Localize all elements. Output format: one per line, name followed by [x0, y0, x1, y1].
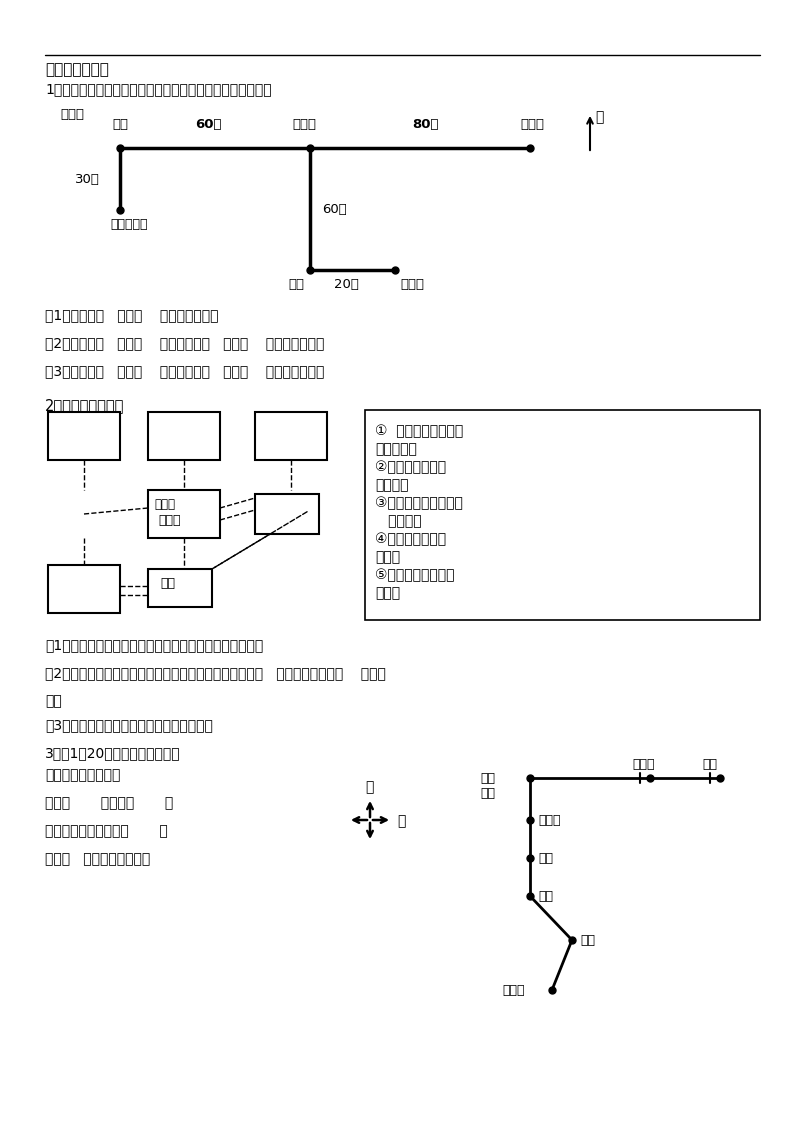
Bar: [148, 490, 220, 538]
Text: 育馆的行驶路线是：: 育馆的行驶路线是：: [45, 767, 120, 782]
Text: （1）根据上面的描述，用序号在方框中标出它们的位置。: （1）根据上面的描述，用序号在方框中标出它们的位置。: [45, 638, 263, 652]
Text: 60米: 60米: [322, 203, 346, 216]
Bar: [148, 412, 220, 460]
Text: 机场: 机场: [702, 758, 717, 771]
Bar: [255, 412, 327, 460]
Text: 电影院: 电影院: [292, 118, 316, 131]
Text: 东: 东: [397, 814, 406, 827]
Text: 格格家: 格格家: [400, 278, 424, 291]
Text: 北: 北: [365, 780, 374, 794]
Text: 先向（       ）行驶（       ）: 先向（ ）行驶（ ）: [45, 796, 174, 811]
Text: ②熊猫馆在小树林: ②熊猫馆在小树林: [375, 460, 446, 474]
Text: 奇奇家: 奇奇家: [520, 118, 544, 131]
Bar: [48, 565, 120, 614]
Text: 的东面；: 的东面；: [375, 478, 409, 492]
Text: 二、解决问题：: 二、解决问题：: [45, 62, 109, 77]
Text: 南园: 南园: [580, 934, 595, 947]
Text: 行驶（   ）站到菜场，再向: 行驶（ ）站到菜场，再向: [45, 852, 150, 866]
Text: 20米: 20米: [334, 278, 359, 291]
Text: 汽车站: 汽车站: [632, 758, 654, 771]
Text: 图：皮皮家: 图：皮皮家: [110, 218, 147, 231]
Bar: [148, 569, 212, 607]
Text: 80米: 80米: [412, 118, 438, 131]
Text: 1、三个小朋友都从家出发去看电影，请你根据下图填一填。: 1、三个小朋友都从家出发去看电影，请你根据下图填一填。: [45, 82, 272, 96]
Text: 邮局: 邮局: [112, 118, 128, 131]
Text: 百货
商店: 百货 商店: [480, 772, 495, 800]
Text: 北角。: 北角。: [375, 586, 400, 600]
Text: 60米: 60米: [195, 118, 222, 131]
Text: 的东北角；: 的东北角；: [375, 441, 417, 456]
Text: 图标：: 图标：: [154, 498, 175, 511]
Text: 北: 北: [595, 110, 603, 125]
Text: （3）皮皮向（   ）走（    ）米，再向（   ）走（    ）米到电影院。: （3）皮皮向（ ）走（ ）米，再向（ ）走（ ）米到电影院。: [45, 365, 324, 378]
Text: 3、（1）20路汽车从火车站到体: 3、（1）20路汽车从火车站到体: [45, 746, 181, 760]
Text: 火车站: 火车站: [502, 984, 525, 997]
Text: ③海底世界在小树林的: ③海底世界在小树林的: [375, 496, 463, 511]
Text: （3）请你写一写从大门到鸟的天堂的路线：: （3）请你写一写从大门到鸟的天堂的路线：: [45, 718, 213, 732]
Text: ①  鸟的天堂在小树林: ① 鸟的天堂在小树林: [375, 424, 463, 438]
Bar: [365, 410, 760, 620]
Text: 北面；: 北面；: [375, 550, 400, 564]
Text: ⑤虎山在小树林的西: ⑤虎山在小树林的西: [375, 568, 454, 582]
Text: ④猴山在小树林的: ④猴山在小树林的: [375, 532, 446, 546]
Text: 大门: 大门: [160, 577, 175, 590]
Text: 菜场: 菜场: [538, 890, 553, 903]
Bar: [255, 494, 319, 534]
Text: 西南角；: 西南角；: [375, 514, 422, 528]
Text: 体育馆: 体育馆: [538, 814, 561, 827]
Text: 走。: 走。: [45, 694, 62, 708]
Text: 图标：: 图标：: [60, 108, 84, 121]
Text: 医院: 医院: [538, 852, 553, 865]
Text: 小树林: 小树林: [158, 514, 181, 528]
Text: 2、根据描述填图。: 2、根据描述填图。: [45, 398, 124, 413]
Text: （2）格格向（   ）走（    ）米，再向（   ）走（    ）米到电影院。: （2）格格向（ ）走（ ）米，再向（ ）走（ ）米到电影院。: [45, 336, 324, 350]
Bar: [48, 412, 120, 460]
Text: 书店: 书店: [288, 278, 304, 291]
Text: （1）奇奇向（   ）走（    ）米到电影院。: （1）奇奇向（ ）走（ ）米到电影院。: [45, 308, 218, 321]
Text: 站到新新小区，再向（       ）: 站到新新小区，再向（ ）: [45, 824, 168, 838]
Text: （2）小明从大门进去，想到虎山去玩，那么他可以先向（   ）方向走，再朝（    ）方向: （2）小明从大门进去，想到虎山去玩，那么他可以先向（ ）方向走，再朝（ ）方向: [45, 666, 386, 680]
Text: 30米: 30米: [75, 173, 100, 186]
